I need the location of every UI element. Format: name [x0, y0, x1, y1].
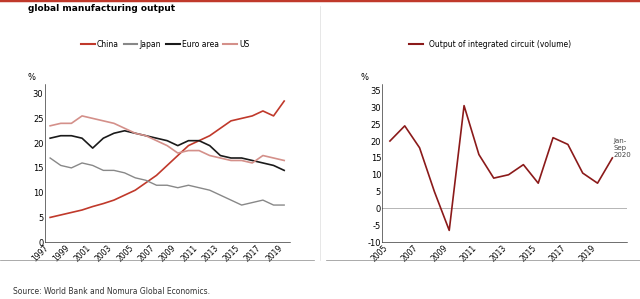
Legend: China, Japan, Euro area, US: China, Japan, Euro area, US — [78, 37, 253, 52]
Text: %: % — [360, 73, 369, 82]
Text: Source: World Bank and Nomura Global Economics.: Source: World Bank and Nomura Global Eco… — [13, 287, 210, 296]
Text: Fig. 7: Manufacturing output in major economies as % of
global manufacturing out: Fig. 7: Manufacturing output in major ec… — [28, 0, 318, 13]
Legend: Output of integrated circuit (volume): Output of integrated circuit (volume) — [406, 37, 574, 52]
Text: Jan-
Sep
2020: Jan- Sep 2020 — [614, 138, 632, 158]
Text: %: % — [28, 73, 36, 82]
Text: Fig. 8: Output of integrated circuit (volume): Fig. 8: Output of integrated circuit (vo… — [360, 0, 586, 1]
